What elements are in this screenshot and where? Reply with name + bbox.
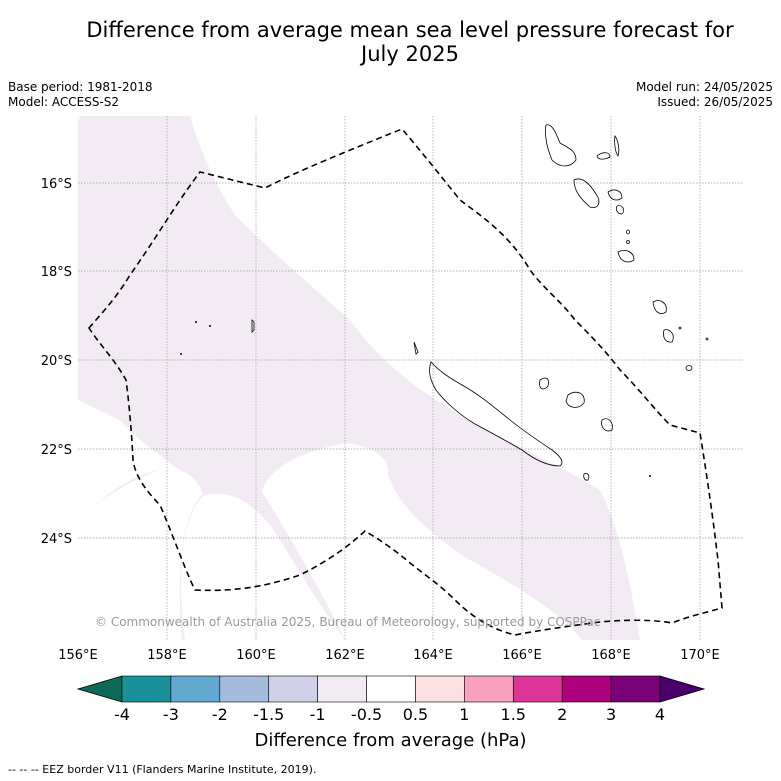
tanna-island: [652, 300, 667, 314]
ambae-island: [596, 152, 611, 160]
copyright-text: © Commonwealth of Australia 2025, Bureau…: [95, 615, 600, 629]
colorbar-extend-low: [76, 675, 123, 703]
lon-tick: 160°E: [236, 648, 276, 663]
colorbar-tick-label: 4: [655, 705, 665, 724]
chesterfield-reef: [251, 319, 255, 333]
lat-tick: 24°S: [41, 532, 72, 547]
lon-tick: 170°E: [680, 648, 720, 663]
model-name: Model: ACCESS-S2: [8, 95, 120, 109]
title-line-1: Difference from average mean sea level p…: [86, 18, 734, 42]
colorbar-tick-label: -0.5: [351, 705, 382, 724]
malakula-island: [573, 178, 600, 209]
eez-footnote: -- -- -- EEZ border V11 (Flanders Marine…: [8, 763, 317, 776]
colorbar-swatch: [170, 675, 221, 703]
eez-border: [88, 128, 723, 636]
lon-tick: 156°E: [58, 648, 98, 663]
map-title: Difference from average mean sea level p…: [60, 18, 760, 66]
new-caledonia-island: [429, 361, 563, 467]
pentecost-island: [607, 189, 623, 201]
colorbar-swatch: [610, 675, 661, 703]
title-line-2: July 2025: [361, 42, 459, 66]
colorbar-tick-label: 1.5: [501, 705, 526, 724]
colorbar-swatch: [219, 675, 270, 703]
anomaly-shading-lower: [78, 116, 640, 640]
lat-tick: 16°S: [41, 177, 72, 192]
lifou-island: [565, 391, 585, 408]
colorbar-swatch: [317, 675, 367, 703]
issued-date: Issued: 26/05/2025: [657, 95, 773, 109]
colorbar-swatch: [121, 675, 172, 703]
white-hole-left: [78, 468, 203, 640]
colorbar-tick-label: -3: [163, 705, 179, 724]
small-islet-4: [626, 240, 630, 244]
small-islet-2: [678, 326, 682, 330]
map-plot-area: © Commonwealth of Australia 2025, Bureau…: [78, 116, 743, 640]
meta-right: Model run: 24/05/2025 Issued: 26/05/2025: [636, 80, 773, 110]
mare-island: [601, 418, 613, 432]
latitude-tick-labels: 16°S 18°S 20°S 22°S 24°S: [41, 177, 72, 547]
colorbar-swatch: [415, 675, 465, 703]
model-run: Model run: 24/05/2025: [635, 80, 773, 94]
colorbar-swatch: [561, 675, 612, 703]
lon-tick: 166°E: [502, 648, 542, 663]
base-period: Base period: 1981-2018: [8, 80, 153, 94]
white-hole-center: [262, 443, 582, 640]
meta-left: Base period: 1981-2018 Model: ACCESS-S2: [8, 80, 153, 110]
colorbar-tick-label: -1.5: [253, 705, 284, 724]
lon-tick: 158°E: [147, 648, 187, 663]
colorbar-tick-label: -1: [310, 705, 326, 724]
colorbar-swatch: [512, 675, 563, 703]
colorbar-tick-label: 0.5: [403, 705, 428, 724]
isle-of-pines: [583, 473, 590, 481]
lon-tick: 162°E: [325, 648, 365, 663]
colorbar-tick-label: 1: [459, 705, 469, 724]
colorbar-swatch: [366, 675, 416, 703]
espiritu-santo-island: [545, 124, 577, 167]
longitude-tick-labels: 156°E 158°E 160°E 162°E 164°E 166°E 168°…: [58, 648, 720, 663]
colorbar-tick-label: -4: [114, 705, 130, 724]
matthew-island: [685, 365, 693, 371]
colorbar-title: Difference from average (hPa): [254, 730, 527, 751]
colorbar-tick-label: 2: [557, 705, 567, 724]
lon-tick: 164°E: [413, 648, 453, 663]
ouvea-island: [539, 377, 549, 390]
lon-tick: 168°E: [591, 648, 631, 663]
colorbar-swatch: [268, 675, 318, 703]
colorbar-tick-label: 3: [606, 705, 616, 724]
small-islet-3: [626, 229, 630, 235]
efate-island: [617, 250, 635, 263]
colorbar: -4 -3 -2 -1.5 -1 -0.5 0.5 1 1.5 2 3 4: [76, 675, 706, 724]
reef-dot-3: [180, 353, 182, 355]
lat-tick: 20°S: [41, 354, 72, 369]
colorbar-extend-high: [659, 675, 706, 703]
reef-dot-4: [649, 475, 651, 477]
reef-dot-2: [209, 325, 211, 327]
aneityum-island: [663, 329, 674, 343]
maewo-island: [614, 135, 620, 157]
white-region-east: [190, 116, 743, 640]
small-islet-1: [705, 337, 709, 341]
lat-tick: 18°S: [41, 265, 72, 280]
lat-tick: 22°S: [41, 443, 72, 458]
colorbar-swatch: [464, 675, 514, 703]
belep-islands: [413, 341, 419, 355]
epi-island: [615, 205, 625, 215]
reef-dot-1: [195, 321, 197, 323]
gridlines: [78, 116, 743, 640]
colorbar-tick-label: -2: [212, 705, 228, 724]
